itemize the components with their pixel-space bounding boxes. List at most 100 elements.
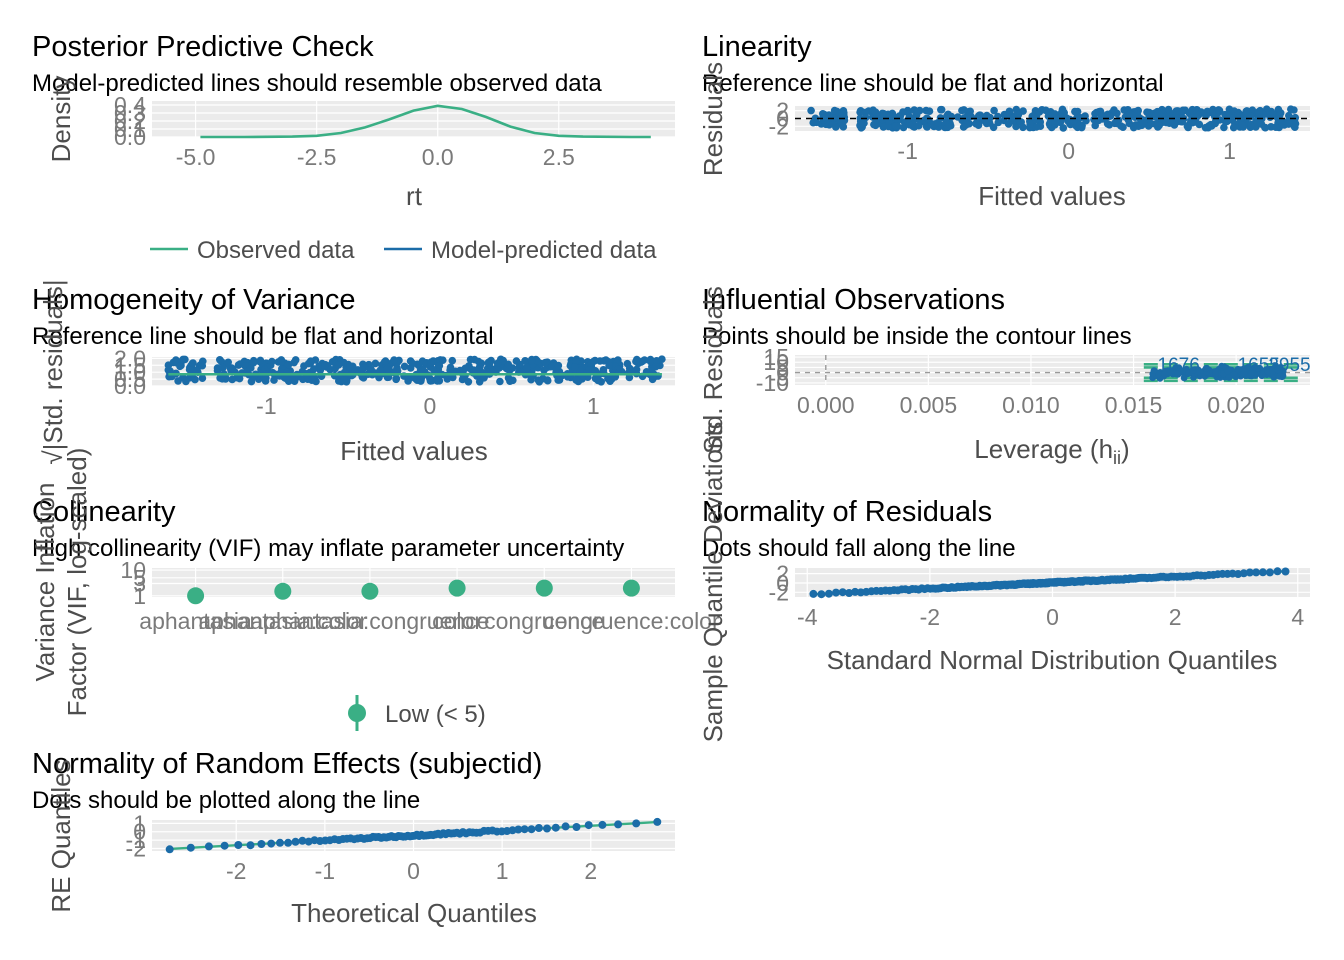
y-tick-label: 2.0 [114, 345, 146, 371]
qq-point [632, 819, 641, 828]
x-tick-label: 0.0 [422, 144, 454, 170]
residual-point [632, 357, 640, 366]
y-tick-label: 3 [133, 571, 146, 597]
x-tick-label: aphantasia:congruence [250, 608, 489, 634]
residual-point [937, 105, 945, 114]
leverage-point [1180, 374, 1188, 382]
residual-point [326, 365, 334, 374]
y-tick-label: 1 [133, 583, 146, 609]
residual-point [1209, 108, 1217, 116]
residual-point [512, 357, 521, 365]
qq-point [1258, 568, 1267, 577]
x-tick-label: aphantasia:color [198, 608, 367, 634]
residual-point [1214, 106, 1223, 114]
residual-point [990, 106, 998, 115]
leverage-point [1273, 366, 1281, 374]
legend-label-low: Low (< 5) [385, 701, 486, 728]
residual-point [1042, 106, 1050, 115]
residual-point [609, 371, 617, 380]
residual-point [262, 374, 270, 383]
residual-point [1154, 110, 1163, 118]
x-tick-label: 0.020 [1207, 392, 1265, 418]
y-axis-title: √|Std. residuals| [38, 279, 68, 464]
vif-point [622, 579, 640, 597]
residual-point [1051, 110, 1059, 118]
residual-point [625, 373, 634, 382]
x-axis-title-subscript: ii [1113, 448, 1121, 468]
chart-title: Influential Observations [702, 284, 1005, 316]
residual-point [334, 361, 343, 369]
qq-point [186, 843, 195, 852]
x-tick-label: 0.005 [900, 392, 958, 418]
x-axis-title-main: Leverage (h [974, 434, 1113, 464]
residual-point [506, 377, 514, 386]
residual-point [652, 357, 661, 365]
x-tick-label: 4 [1291, 604, 1304, 630]
residual-point [1194, 111, 1202, 120]
residual-point [1284, 120, 1293, 128]
x-axis-title-close: ) [1121, 434, 1130, 464]
qq-point [561, 822, 570, 831]
y-tick-label: 0 [776, 360, 789, 386]
y-axis-title: Std. Residuals [698, 286, 728, 454]
qq-point [1239, 569, 1248, 578]
residual-point [572, 376, 580, 384]
residual-point [235, 374, 244, 383]
x-tick-label: 2 [1169, 604, 1182, 630]
residual-point [321, 360, 330, 369]
residual-point [371, 359, 380, 368]
residual-point [523, 363, 531, 372]
leverage-point [1202, 365, 1210, 372]
residual-point [596, 357, 604, 365]
residual-point [1178, 108, 1186, 117]
residual-point [994, 118, 1003, 127]
residual-point [427, 359, 436, 367]
residual-point [166, 367, 174, 375]
residual-point [219, 363, 227, 372]
qq-point [832, 588, 840, 597]
y-tick-label: 5 [776, 354, 789, 380]
residual-point [485, 359, 494, 368]
x-tick-label: aphantasia [139, 608, 252, 634]
residual-point [182, 377, 190, 386]
x-axis-title: rt [406, 181, 423, 211]
residual-point [989, 123, 998, 132]
residual-point [448, 356, 457, 365]
chart-title: Linearity [702, 31, 812, 63]
residual-point [430, 366, 438, 375]
residual-point [1004, 120, 1013, 128]
qq-point [824, 589, 833, 598]
leverage-point [1150, 367, 1158, 374]
qq-point [234, 841, 243, 849]
residual-point [1272, 123, 1280, 131]
qq-point [551, 823, 560, 832]
residual-point [268, 357, 276, 366]
y-tick-label: 0.0 [114, 124, 146, 150]
residual-point [376, 366, 385, 375]
residual-point [533, 357, 541, 365]
x-tick-label: 2 [584, 858, 597, 884]
y-tick-label: 2 [776, 561, 789, 587]
points [165, 817, 662, 854]
leverage-point [1248, 369, 1255, 377]
y-tick-label: 1.0 [114, 359, 146, 385]
leverage-point [1166, 369, 1174, 377]
residual-point [439, 356, 447, 365]
leverage-point [1189, 366, 1197, 374]
residual-point [527, 357, 536, 365]
qq-point [1265, 568, 1274, 577]
qq-point [572, 823, 581, 831]
chart-homogeneity: Homogeneity of Variance Reference line sh… [32, 279, 675, 466]
qq-point [1245, 568, 1254, 577]
y-tick-label: -5 [769, 365, 789, 391]
x-tick-label: 1 [496, 858, 509, 884]
plot-panel [152, 101, 675, 137]
x-tick-label: -2 [226, 858, 246, 884]
chart-collinearity: Collinearity High collinearity (VIF) may … [30, 448, 720, 731]
residual-point [1162, 118, 1170, 127]
y-tick-label: 15 [763, 344, 789, 370]
residual-point [905, 120, 914, 129]
residual-point [554, 376, 562, 384]
outlier-label: 1655 [1238, 355, 1280, 376]
chart-ppc: Posterior Predictive Check Model-predicte… [32, 31, 675, 264]
